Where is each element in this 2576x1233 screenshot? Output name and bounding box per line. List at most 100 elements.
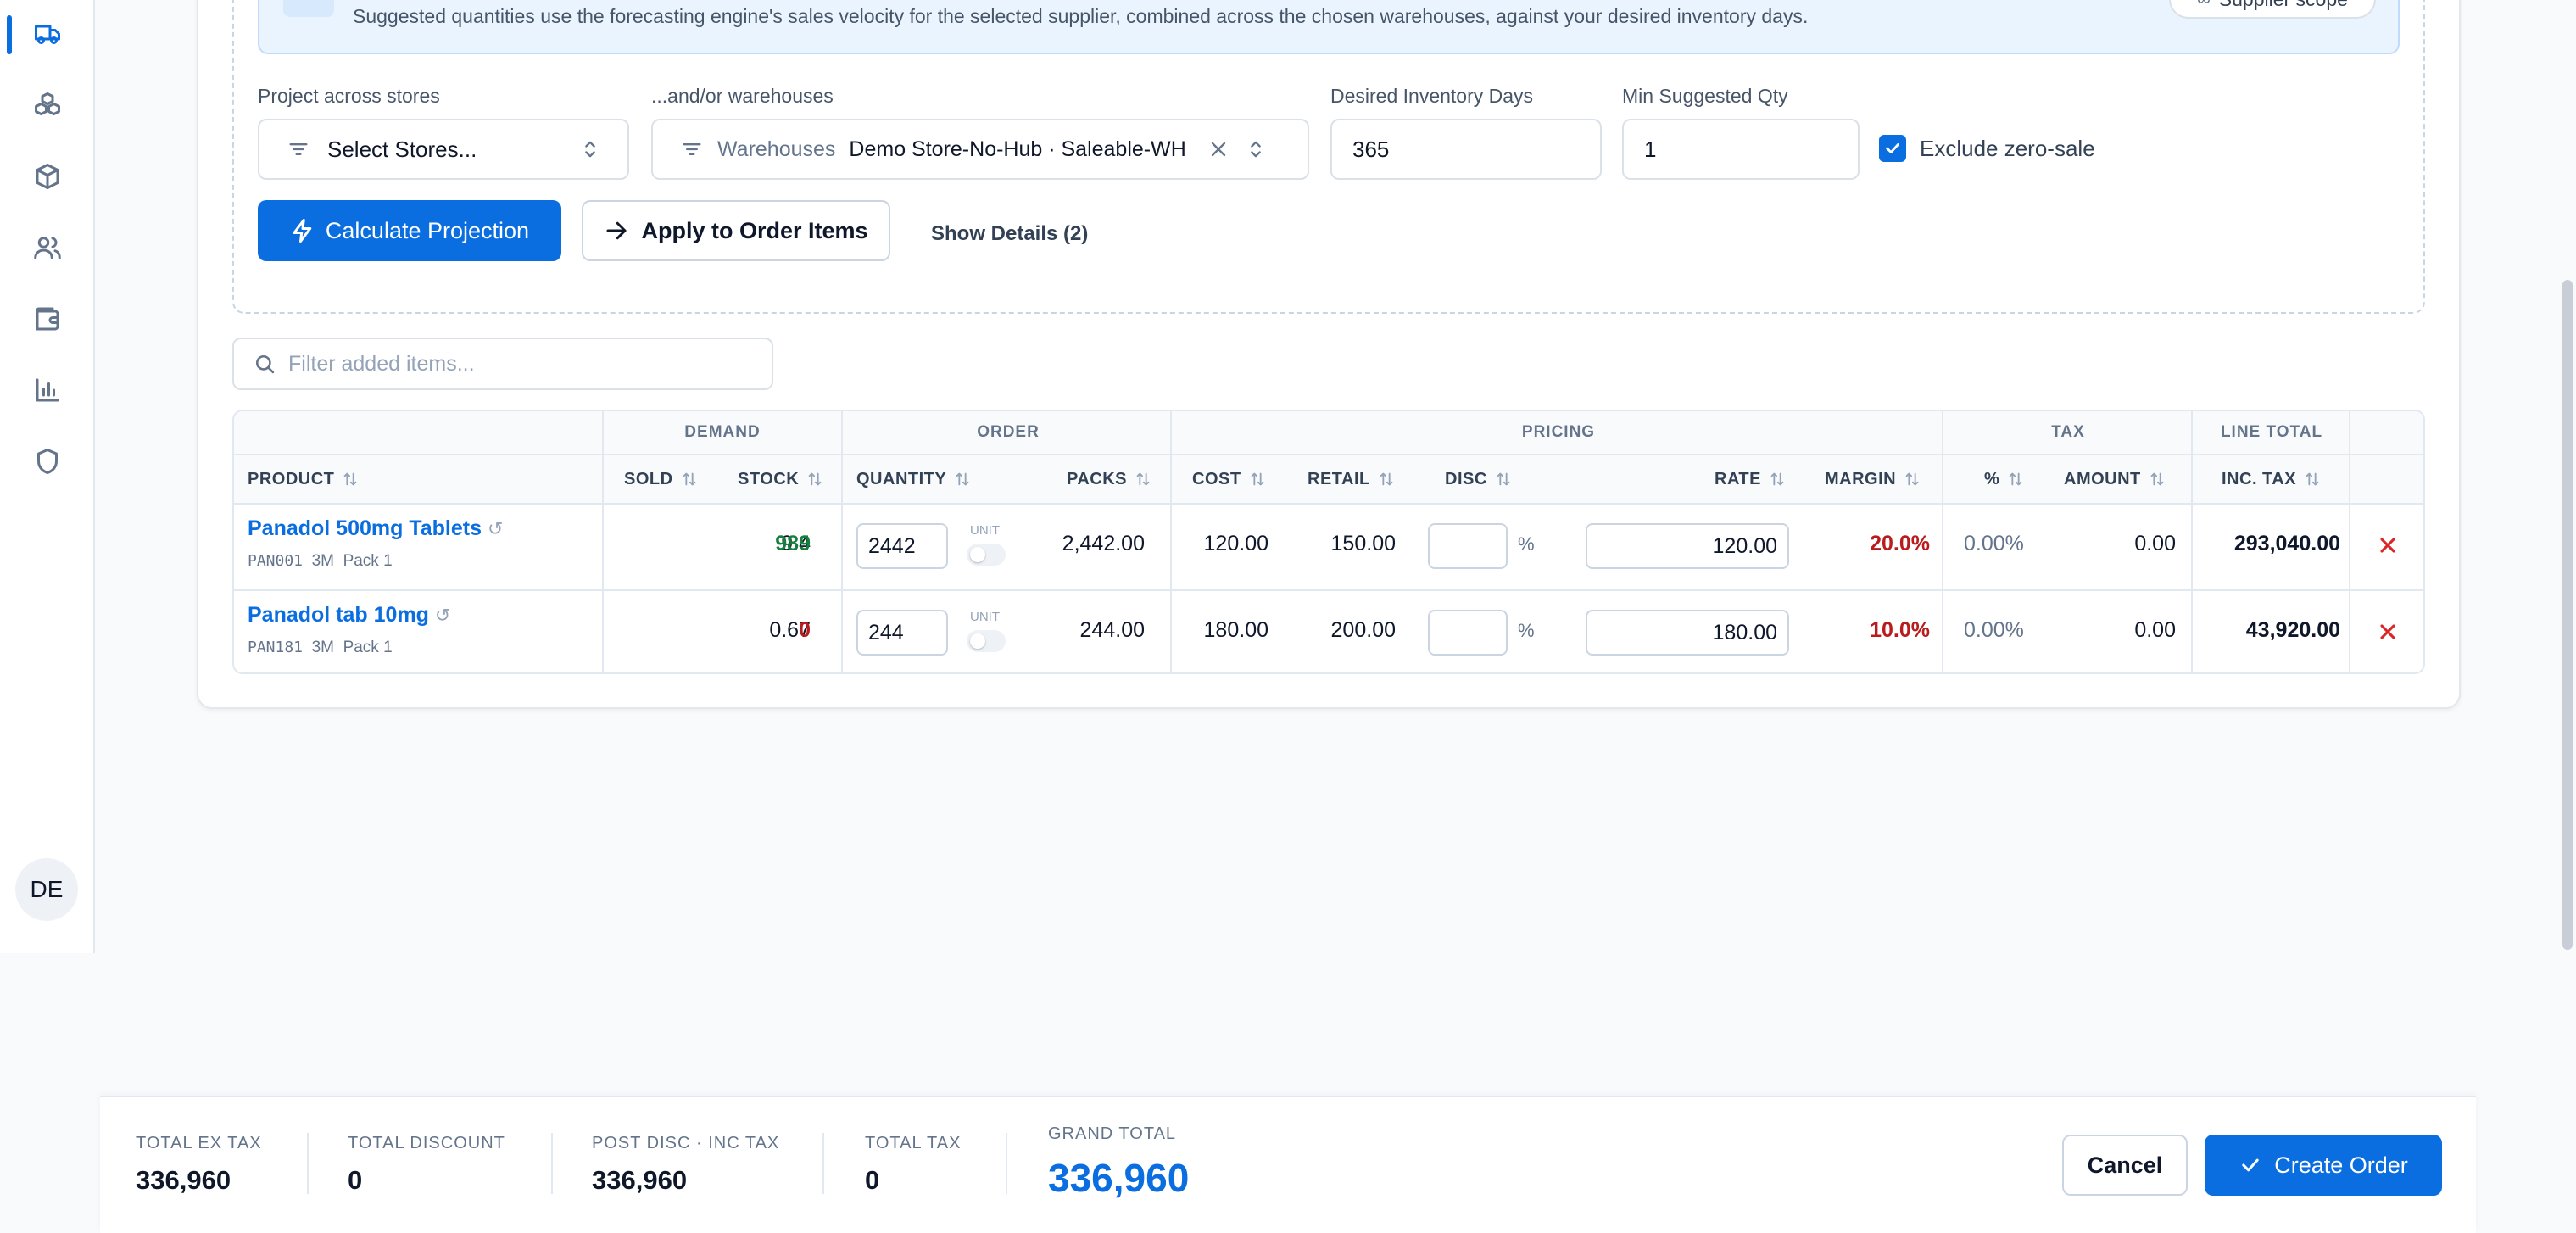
group-line-total: LINE TOTAL (2193, 411, 2350, 454)
header-packs-label: PACKS (1067, 469, 1128, 488)
stores-select[interactable]: Select Stores... (258, 119, 629, 180)
total-discount-label: TOTAL DISCOUNT (348, 1134, 505, 1152)
inventory-days-input[interactable]: 365 (1330, 119, 1602, 180)
info-text: Suggested quantities use the forecasting… (353, 5, 1809, 27)
tax-pct-value: 0.00% (1964, 532, 2024, 555)
table-row: Panadol 500mg Tablets ↺ PAN001 3M Pack 1… (234, 505, 2423, 589)
header-cost[interactable]: COST (1192, 454, 1267, 505)
header-product[interactable]: PRODUCT (248, 454, 360, 505)
sidebar: DE (0, 0, 95, 953)
table-header (234, 454, 2423, 505)
min-qty-input[interactable]: 1 (1622, 119, 1860, 180)
rate-input[interactable]: 180.00 (1586, 610, 1789, 656)
bar-chart-icon[interactable] (29, 371, 66, 409)
group-order: ORDER (843, 411, 1174, 454)
header-rate[interactable]: RATE (1715, 454, 1787, 505)
header-packs[interactable]: PACKS (1067, 454, 1152, 505)
header-quantity-label: QUANTITY (856, 469, 947, 488)
header-sold-label: SOLD (624, 469, 673, 488)
divider (551, 1133, 553, 1194)
projection-panel (232, 0, 2425, 314)
sort-icon (808, 472, 822, 486)
header-inc-tax-label: INC. TAX (2222, 469, 2297, 488)
filter-placeholder: Filter added items... (288, 351, 475, 376)
product-code: PAN181 (248, 639, 304, 656)
warehouses-select[interactable]: Warehouses Demo Store-No-Hub · Saleable-… (651, 119, 1309, 180)
tax-amount-value: 0.00 (2134, 618, 2176, 642)
sort-icon (1251, 472, 1263, 486)
quantity-input[interactable]: 2442 (856, 523, 948, 569)
discount-input[interactable] (1428, 523, 1508, 569)
scrollbar-thumb[interactable] (2562, 280, 2573, 950)
sort-icon (2306, 472, 2319, 486)
search-icon (255, 354, 275, 374)
quantity-input[interactable]: 244 (856, 610, 948, 656)
packs-value: 244.00 (1079, 618, 1145, 642)
margin-value: 10.0% (1870, 618, 1930, 642)
exclude-zero-label: Exclude zero-sale (1920, 136, 2095, 161)
delete-row-icon[interactable] (2376, 620, 2400, 650)
delete-row-icon[interactable] (2376, 533, 2400, 563)
wallet-icon[interactable] (29, 300, 66, 338)
order-items-table: DEMAND ORDER PRICING TAX LINE TOTAL PROD… (232, 410, 2425, 674)
header-retail[interactable]: RETAIL (1308, 454, 1396, 505)
unit-toggle[interactable] (967, 544, 1006, 566)
rate-input[interactable]: 120.00 (1586, 523, 1789, 569)
boxes-icon[interactable] (29, 86, 66, 124)
header-inc-tax[interactable]: INC. TAX (2222, 454, 2322, 505)
history-icon[interactable]: ↺ (434, 605, 451, 626)
product-period: 3M (311, 552, 334, 570)
group-pricing: PRICING (1174, 411, 1943, 454)
truck-icon[interactable] (29, 15, 66, 53)
product-name-link[interactable]: Panadol 500mg Tablets ↺ (248, 516, 503, 541)
create-order-button[interactable]: Create Order (2205, 1135, 2442, 1196)
filter-items-input[interactable]: Filter added items... (232, 338, 773, 390)
packs-value: 2,442.00 (1062, 532, 1145, 555)
header-margin[interactable]: MARGIN (1825, 454, 1921, 505)
users-icon[interactable] (29, 229, 66, 266)
header-disc-label: DISC (1445, 469, 1487, 488)
sort-icon (2009, 472, 2022, 486)
total-tax-label: TOTAL TAX (865, 1134, 962, 1152)
header-sold[interactable]: SOLD (624, 454, 699, 505)
filter-icon (683, 143, 701, 155)
link-icon: ∞ (2197, 0, 2211, 10)
warehouses-prefix: Warehouses (717, 137, 836, 161)
calculate-projection-button[interactable]: Calculate Projection (258, 200, 561, 261)
divider (1006, 1133, 1007, 1194)
chevrons-up-down-icon (585, 141, 595, 158)
header-amount[interactable]: AMOUNT (2064, 454, 2166, 505)
header-stock[interactable]: STOCK (738, 454, 824, 505)
package-icon[interactable] (29, 158, 66, 195)
sort-icon (1905, 472, 1919, 486)
apply-to-order-button[interactable]: Apply to Order Items (582, 200, 890, 261)
header-disc[interactable]: DISC (1445, 454, 1513, 505)
active-indicator (7, 15, 12, 54)
check-icon (2242, 1158, 2259, 1172)
shield-icon[interactable] (29, 443, 66, 480)
sort-icon (1136, 472, 1150, 486)
filter-icon (289, 143, 308, 155)
show-details-button[interactable]: Show Details (2) (931, 222, 1089, 245)
retail-value: 150.00 (1330, 532, 1396, 555)
divider (1170, 411, 1172, 672)
clear-icon[interactable] (1207, 137, 1230, 161)
unit-toggle[interactable] (967, 630, 1006, 652)
supplier-scope-button[interactable]: ∞ Supplier scope (2169, 0, 2376, 19)
header-cost-label: COST (1192, 469, 1241, 488)
sort-icon (683, 472, 695, 486)
exclude-zero-checkbox[interactable] (1879, 135, 1906, 162)
discount-input[interactable] (1428, 610, 1508, 656)
divider (1942, 411, 1943, 672)
product-pack: Pack 1 (343, 552, 393, 570)
header-margin-label: MARGIN (1825, 469, 1897, 488)
product-period: 3M (311, 639, 334, 656)
history-icon[interactable]: ↺ (487, 518, 504, 539)
product-name-link[interactable]: Panadol tab 10mg ↺ (248, 603, 450, 628)
avatar[interactable]: DE (15, 858, 78, 921)
cost-value: 180.00 (1203, 618, 1268, 642)
header-quantity[interactable]: QUANTITY (856, 454, 972, 505)
header-tax-pct[interactable]: % (1984, 454, 2025, 505)
apply-to-order-label: Apply to Order Items (641, 217, 868, 243)
cancel-button[interactable]: Cancel (2062, 1135, 2188, 1196)
